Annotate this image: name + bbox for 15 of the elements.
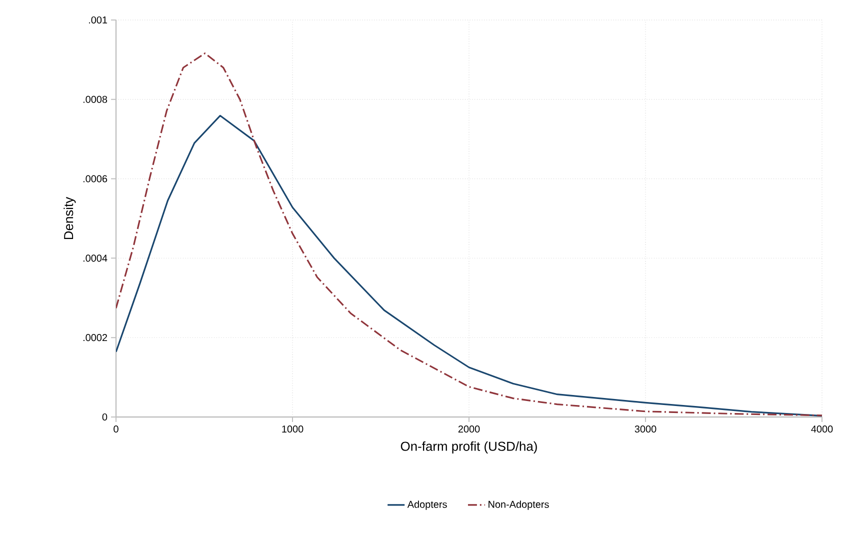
y-tick-label: .0002 — [83, 334, 108, 342]
y-tick-label: .0004 — [83, 254, 108, 262]
y-tick-label: .0006 — [83, 175, 108, 182]
y-tick-label: .0008 — [83, 96, 108, 103]
x-tick-label: 1000 — [282, 425, 304, 433]
x-tick-label: 2000 — [458, 425, 480, 433]
y-axis-title: Density — [64, 196, 76, 240]
x-tick-label: 3000 — [634, 425, 656, 433]
legend-label: Non-Adopters — [488, 500, 549, 510]
x-tick-label: 4000 — [811, 425, 833, 433]
x-tick-label: 0 — [114, 425, 118, 433]
legend-label: Adopters — [407, 500, 447, 510]
y-tick-label: 0 — [102, 413, 108, 421]
y-tick-label: .001 — [89, 16, 108, 24]
x-axis-title: On-farm profit (USD/ha) — [400, 441, 537, 454]
